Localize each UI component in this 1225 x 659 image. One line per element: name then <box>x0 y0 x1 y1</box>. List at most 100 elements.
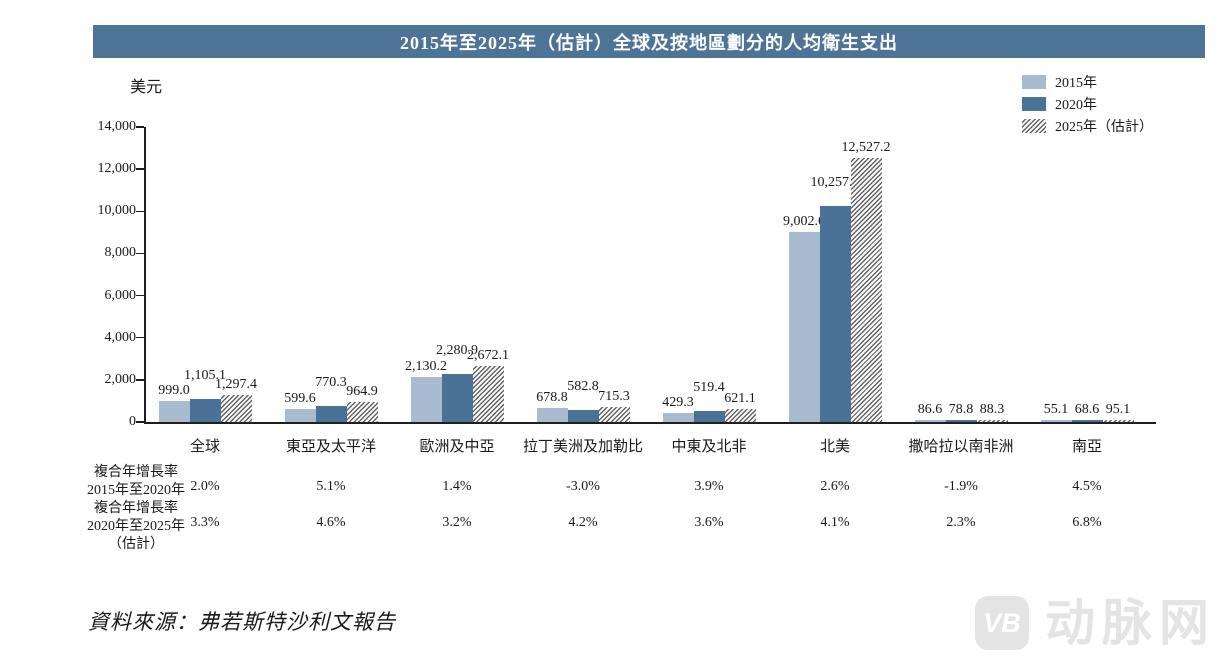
chart-title: 2015年至2025年（估計）全球及按地區劃分的人均衛生支出 <box>93 25 1205 58</box>
bar-series1-group5 <box>819 206 851 422</box>
cagr-row-label: （估計） <box>108 537 164 552</box>
y-tick-label: 12,000 <box>97 161 137 177</box>
legend-label: 2015年 <box>1055 75 1097 91</box>
bar-value-label: 68.6 <box>1074 402 1100 417</box>
watermark-text: 动脉网 <box>1045 595 1216 651</box>
legend-item: 2020年 <box>1022 96 1097 113</box>
bar-series1-group2 <box>441 374 473 422</box>
cagr-value: 2.0% <box>190 479 220 494</box>
watermark: VB 动脉网 <box>975 596 1216 650</box>
bar-series2-group4 <box>724 409 756 422</box>
bar-series2-group3 <box>598 407 630 422</box>
cagr-row-label: 2015年至2020年 <box>87 483 185 498</box>
category-label: 中東及北非 <box>671 439 747 455</box>
bar-value-label: 519.4 <box>693 380 725 395</box>
watermark-logo-icon: VB <box>975 596 1029 650</box>
legend-swatch-solid-light <box>1022 74 1046 89</box>
cagr-value: 3.6% <box>694 515 724 530</box>
legend-label: 2025年（估計） <box>1055 119 1153 135</box>
category-label: 南亞 <box>1071 439 1102 455</box>
bar-series1-group4 <box>693 411 725 422</box>
bar-series1-group3 <box>567 410 599 422</box>
bar-series0-group0 <box>158 401 190 422</box>
y-tick-label: 4,000 <box>104 329 137 345</box>
bar-value-label: 55.1 <box>1043 402 1069 417</box>
bar-series1-group0 <box>189 399 221 422</box>
bar-series2-group5 <box>850 158 882 422</box>
cagr-value: 6.8% <box>1072 515 1102 530</box>
bar-value-label: 1,105.1 <box>184 368 226 383</box>
cagr-value: 4.2% <box>568 515 598 530</box>
bar-series0-group5 <box>788 232 820 422</box>
cagr-value: -1.9% <box>944 479 978 494</box>
y-tick-label: 2,000 <box>104 371 137 387</box>
bar-series0-group6 <box>914 420 946 422</box>
cagr-row-label: 複合年增長率 <box>94 465 178 480</box>
y-tick-mark <box>136 252 144 255</box>
y-tick-mark <box>136 421 144 423</box>
y-tick-label: 6,000 <box>104 287 137 303</box>
bar-series1-group6 <box>945 420 977 422</box>
bar-value-label: 621.1 <box>724 391 756 406</box>
bar-series1-group1 <box>315 406 347 422</box>
legend-label: 2020年 <box>1055 97 1097 113</box>
bar-value-label: 964.9 <box>346 384 378 399</box>
y-tick-label: 14,000 <box>97 119 137 134</box>
y-tick-label: 0 <box>129 414 136 429</box>
y-tick-mark <box>136 168 144 170</box>
bar-series2-group0 <box>220 395 252 422</box>
y-tick-mark <box>136 379 144 381</box>
bar-value-label: 999.0 <box>158 383 190 398</box>
bar-value-label: 678.8 <box>536 390 568 405</box>
bar-value-label: 715.3 <box>598 389 630 404</box>
cagr-value: 2.3% <box>946 515 976 530</box>
cagr-value: 4.1% <box>820 515 850 530</box>
bar-value-label: 95.1 <box>1105 402 1131 417</box>
cagr-value: 4.6% <box>316 515 346 530</box>
y-tick-mark <box>136 337 144 339</box>
bar-value-label: 78.8 <box>948 402 974 417</box>
legend-swatch-hatch <box>1022 118 1046 133</box>
bar-value-label: 599.6 <box>284 391 316 406</box>
bar-value-label: 2,280.9 <box>436 343 478 358</box>
category-label: 拉丁美洲及加勒比 <box>522 439 643 455</box>
y-tick-mark <box>136 126 144 128</box>
bar-value-label: 2,672.1 <box>467 348 509 363</box>
category-label: 撒哈拉以南非洲 <box>908 439 1014 455</box>
category-label: 歐洲及中亞 <box>419 439 495 455</box>
bar-series0-group4 <box>662 413 694 422</box>
x-axis-line <box>144 422 1156 424</box>
bar-series0-group3 <box>536 408 568 422</box>
category-label: 東亞及太平洋 <box>285 439 376 455</box>
bar-value-label: 770.3 <box>315 375 347 390</box>
y-tick-mark <box>136 210 144 212</box>
cagr-value: -3.0% <box>566 479 600 494</box>
y-axis-unit-label: 美元 <box>130 79 163 96</box>
bar-series2-group7 <box>1102 420 1134 422</box>
bar-value-label: 429.3 <box>662 395 694 410</box>
y-tick-mark <box>136 294 144 297</box>
legend-item: 2015年 <box>1022 74 1097 91</box>
y-axis-line <box>144 127 146 423</box>
cagr-value: 4.5% <box>1072 479 1102 494</box>
bar-value-label: 12,527.2 <box>841 140 891 155</box>
bar-value-label: 582.8 <box>567 379 599 394</box>
bar-series2-group1 <box>346 402 378 422</box>
y-tick-label: 8,000 <box>104 245 137 261</box>
bar-series0-group1 <box>284 409 316 422</box>
bar-value-label: 86.6 <box>917 402 943 417</box>
source-note: 資料來源：弗若斯特沙利文報告 <box>88 610 396 634</box>
cagr-value: 3.3% <box>190 515 220 530</box>
legend-swatch-solid-dark <box>1022 96 1046 111</box>
bar-series0-group7 <box>1040 420 1072 422</box>
bar-value-label: 9,002.6 <box>783 214 825 229</box>
cagr-value: 1.4% <box>442 479 472 494</box>
bar-series0-group2 <box>410 377 442 422</box>
category-label: 北美 <box>819 439 850 455</box>
bar-value-label: 88.3 <box>979 402 1005 417</box>
cagr-value: 3.2% <box>442 515 472 530</box>
bar-value-label: 2,130.2 <box>405 359 447 374</box>
bar-series2-group6 <box>976 420 1008 422</box>
cagr-value: 2.6% <box>820 479 850 494</box>
